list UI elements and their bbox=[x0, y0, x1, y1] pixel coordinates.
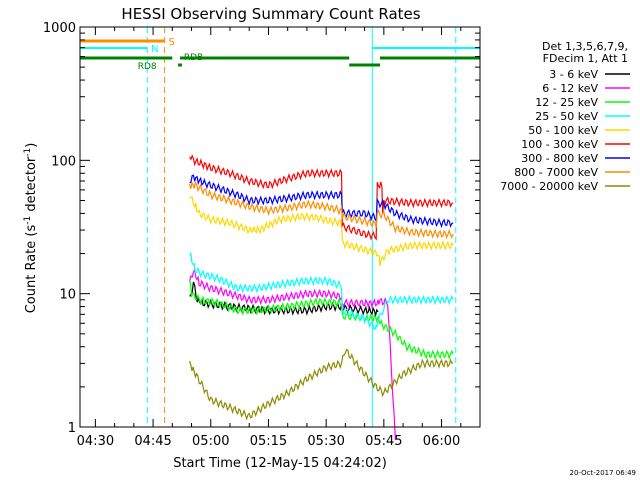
legend-entry: 25 - 50 keV bbox=[535, 110, 598, 123]
legend-entry: 800 - 7000 keV bbox=[514, 166, 598, 179]
legend-entry: 3 - 6 keV bbox=[549, 68, 598, 81]
legend-header: Det 1,3,5,6,7,9, bbox=[542, 40, 628, 53]
legend-header: FDecim 1, Att 1 bbox=[543, 52, 628, 65]
series-line bbox=[189, 267, 396, 440]
y-axis-label: Count Rate (s-1 detector-1) bbox=[23, 143, 39, 314]
flag-bars: SN RDB RD8 bbox=[80, 37, 480, 72]
x-tick-label: 05:00 bbox=[192, 434, 229, 449]
y-axis-label-sup: -1 bbox=[23, 216, 33, 225]
y-tick-label: 1000 bbox=[43, 21, 76, 36]
flag-rdb-label: RDB bbox=[184, 53, 203, 63]
series bbox=[189, 154, 454, 241]
flag-rd8-label: RD8 bbox=[138, 62, 157, 72]
legend-entry: 50 - 100 keV bbox=[528, 124, 598, 137]
series-line bbox=[189, 251, 454, 331]
legend-entry: 300 - 800 keV bbox=[521, 152, 598, 165]
series-line bbox=[189, 180, 454, 240]
chart-title: HESSI Observing Summary Count Rates bbox=[121, 5, 420, 23]
y-tick-label: 1 bbox=[68, 421, 76, 436]
x-tick-label: 06:00 bbox=[423, 434, 460, 449]
x-tick-label: 05:30 bbox=[307, 434, 344, 449]
series bbox=[189, 174, 454, 229]
flag-n-label: N bbox=[151, 44, 158, 55]
x-tick-label: 04:30 bbox=[77, 434, 114, 449]
series-line bbox=[189, 348, 454, 421]
series bbox=[189, 348, 454, 421]
series bbox=[189, 196, 454, 267]
series-line bbox=[189, 154, 454, 241]
series-layer bbox=[189, 154, 454, 440]
y-axis: 1 10 100 1000 bbox=[43, 21, 480, 436]
y-tick-label: 100 bbox=[51, 154, 76, 169]
x-axis-label: Start Time (12-May-15 04:24:02) bbox=[173, 456, 387, 471]
x-tick-label: 05:45 bbox=[365, 434, 402, 449]
y-axis-label-part: detector bbox=[24, 156, 39, 216]
series bbox=[189, 180, 454, 240]
series bbox=[189, 280, 454, 361]
x-tick-label: 04:45 bbox=[134, 434, 171, 449]
y-tick-label: 10 bbox=[59, 288, 76, 303]
y-axis-label-part: Count Rate (s bbox=[24, 225, 39, 314]
x-axis: 04:30 04:45 05:00 05:15 05:30 05:45 06:00 bbox=[77, 27, 481, 449]
legend-entry: 7000 - 20000 keV bbox=[500, 180, 598, 193]
plot-frame bbox=[79, 26, 481, 428]
timestamp: 20-Oct-2017 06:49 bbox=[570, 469, 636, 477]
series bbox=[189, 267, 396, 440]
series bbox=[189, 251, 454, 331]
legend-entry: 100 - 300 keV bbox=[521, 138, 598, 151]
dashed-markers bbox=[146, 27, 457, 427]
y-axis-label-sup: -1 bbox=[23, 148, 33, 157]
series-line bbox=[189, 196, 454, 267]
legend-entry: 12 - 25 keV bbox=[535, 96, 598, 109]
flag-s-label: S bbox=[168, 37, 174, 48]
x-tick-label: 05:15 bbox=[250, 434, 287, 449]
legend: Det 1,3,5,6,7,9,FDecim 1, Att 1 3 - 6 keV… bbox=[500, 40, 630, 193]
series-line bbox=[189, 280, 454, 361]
series-line bbox=[189, 174, 454, 229]
y-axis-label-part: ) bbox=[24, 143, 39, 148]
legend-entry: 6 - 12 keV bbox=[542, 82, 598, 95]
